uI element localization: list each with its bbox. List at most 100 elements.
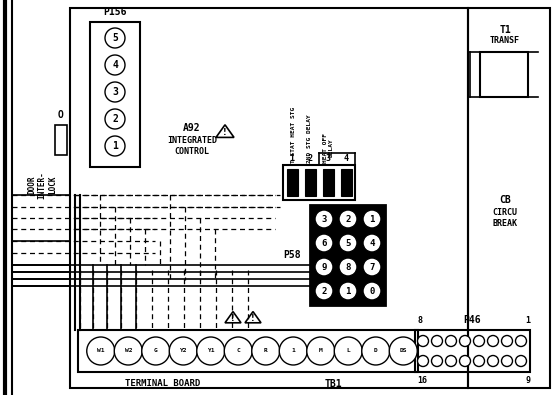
Text: 4: 4 bbox=[370, 239, 375, 248]
Circle shape bbox=[87, 337, 115, 365]
Bar bbox=[78, 330, 418, 372]
Text: TB1: TB1 bbox=[324, 379, 342, 389]
Bar bbox=[341, 169, 352, 196]
Text: R: R bbox=[264, 348, 268, 354]
Circle shape bbox=[252, 337, 280, 365]
Circle shape bbox=[339, 210, 357, 228]
Circle shape bbox=[315, 258, 333, 276]
Circle shape bbox=[501, 335, 512, 346]
Circle shape bbox=[501, 356, 512, 367]
Circle shape bbox=[363, 210, 381, 228]
Text: DOOR
INTER-
LOCK: DOOR INTER- LOCK bbox=[27, 171, 57, 199]
Text: 7: 7 bbox=[370, 263, 375, 271]
Circle shape bbox=[105, 55, 125, 75]
Text: CONTROL: CONTROL bbox=[175, 147, 209, 156]
Text: !: ! bbox=[251, 314, 255, 323]
Text: 16: 16 bbox=[417, 376, 427, 385]
Bar bbox=[70, 8, 468, 388]
Text: 9: 9 bbox=[321, 263, 327, 271]
Text: T-STAT HEAT STG: T-STAT HEAT STG bbox=[290, 107, 295, 163]
Text: 3: 3 bbox=[326, 154, 331, 163]
Bar bbox=[468, 8, 550, 388]
Circle shape bbox=[362, 337, 390, 365]
Circle shape bbox=[315, 234, 333, 252]
Text: 3: 3 bbox=[321, 214, 327, 224]
Text: 3: 3 bbox=[112, 87, 118, 97]
Circle shape bbox=[105, 109, 125, 129]
Text: HEAT OFF
DELAY: HEAT OFF DELAY bbox=[322, 133, 334, 163]
Text: 1: 1 bbox=[370, 214, 375, 224]
Bar bbox=[323, 169, 334, 196]
Circle shape bbox=[445, 335, 456, 346]
Text: !: ! bbox=[231, 314, 235, 323]
Text: P58: P58 bbox=[283, 250, 301, 260]
Bar bbox=[283, 165, 355, 200]
Text: W1: W1 bbox=[97, 348, 105, 354]
Text: CIRCU: CIRCU bbox=[493, 207, 517, 216]
Circle shape bbox=[279, 337, 307, 365]
Text: 0: 0 bbox=[370, 286, 375, 295]
Text: Y2: Y2 bbox=[179, 348, 187, 354]
Circle shape bbox=[488, 356, 499, 367]
Text: 8: 8 bbox=[345, 263, 351, 271]
Text: P46: P46 bbox=[464, 315, 481, 325]
Text: DS: DS bbox=[399, 348, 407, 354]
Bar bbox=[305, 169, 316, 196]
Text: 2: 2 bbox=[307, 154, 312, 163]
Bar bbox=[415, 330, 530, 372]
Text: 2: 2 bbox=[321, 286, 327, 295]
Text: 6: 6 bbox=[321, 239, 327, 248]
Bar bbox=[90, 22, 140, 167]
Circle shape bbox=[339, 234, 357, 252]
Text: 5: 5 bbox=[345, 239, 351, 248]
Text: 4: 4 bbox=[112, 60, 118, 70]
Text: 4: 4 bbox=[343, 154, 348, 163]
Circle shape bbox=[432, 356, 443, 367]
Circle shape bbox=[516, 356, 526, 367]
Circle shape bbox=[363, 234, 381, 252]
Circle shape bbox=[418, 335, 428, 346]
Text: W2: W2 bbox=[125, 348, 132, 354]
Circle shape bbox=[105, 82, 125, 102]
Text: TRANSF: TRANSF bbox=[490, 36, 520, 45]
Text: 2ND STG DELAY: 2ND STG DELAY bbox=[306, 114, 311, 163]
Text: P156: P156 bbox=[103, 7, 127, 17]
Text: 1: 1 bbox=[112, 141, 118, 151]
Text: M: M bbox=[319, 348, 322, 354]
Text: 8: 8 bbox=[417, 316, 422, 325]
Text: !: ! bbox=[223, 128, 227, 137]
Circle shape bbox=[197, 337, 225, 365]
Text: O: O bbox=[58, 110, 64, 120]
Circle shape bbox=[432, 335, 443, 346]
Text: TERMINAL BOARD: TERMINAL BOARD bbox=[125, 379, 201, 388]
Circle shape bbox=[315, 282, 333, 300]
Text: D: D bbox=[374, 348, 378, 354]
Circle shape bbox=[105, 28, 125, 48]
Circle shape bbox=[334, 337, 362, 365]
Circle shape bbox=[418, 356, 428, 367]
Circle shape bbox=[474, 335, 485, 346]
Circle shape bbox=[488, 335, 499, 346]
Text: 1: 1 bbox=[290, 154, 295, 163]
Circle shape bbox=[389, 337, 417, 365]
Bar bbox=[480, 52, 528, 97]
Circle shape bbox=[114, 337, 142, 365]
Circle shape bbox=[307, 337, 335, 365]
Circle shape bbox=[459, 356, 470, 367]
Text: C: C bbox=[237, 348, 240, 354]
Circle shape bbox=[339, 282, 357, 300]
Circle shape bbox=[142, 337, 170, 365]
Text: 5: 5 bbox=[112, 33, 118, 43]
Text: 1: 1 bbox=[525, 316, 530, 325]
Text: 1: 1 bbox=[345, 286, 351, 295]
Text: L: L bbox=[346, 348, 350, 354]
Text: A92: A92 bbox=[183, 123, 201, 133]
Text: CB: CB bbox=[499, 195, 511, 205]
Text: 1: 1 bbox=[291, 348, 295, 354]
Text: T1: T1 bbox=[499, 25, 511, 35]
Circle shape bbox=[224, 337, 252, 365]
Text: BREAK: BREAK bbox=[493, 218, 517, 228]
Bar bbox=[310, 205, 385, 305]
Bar bbox=[55, 125, 67, 155]
Circle shape bbox=[474, 356, 485, 367]
